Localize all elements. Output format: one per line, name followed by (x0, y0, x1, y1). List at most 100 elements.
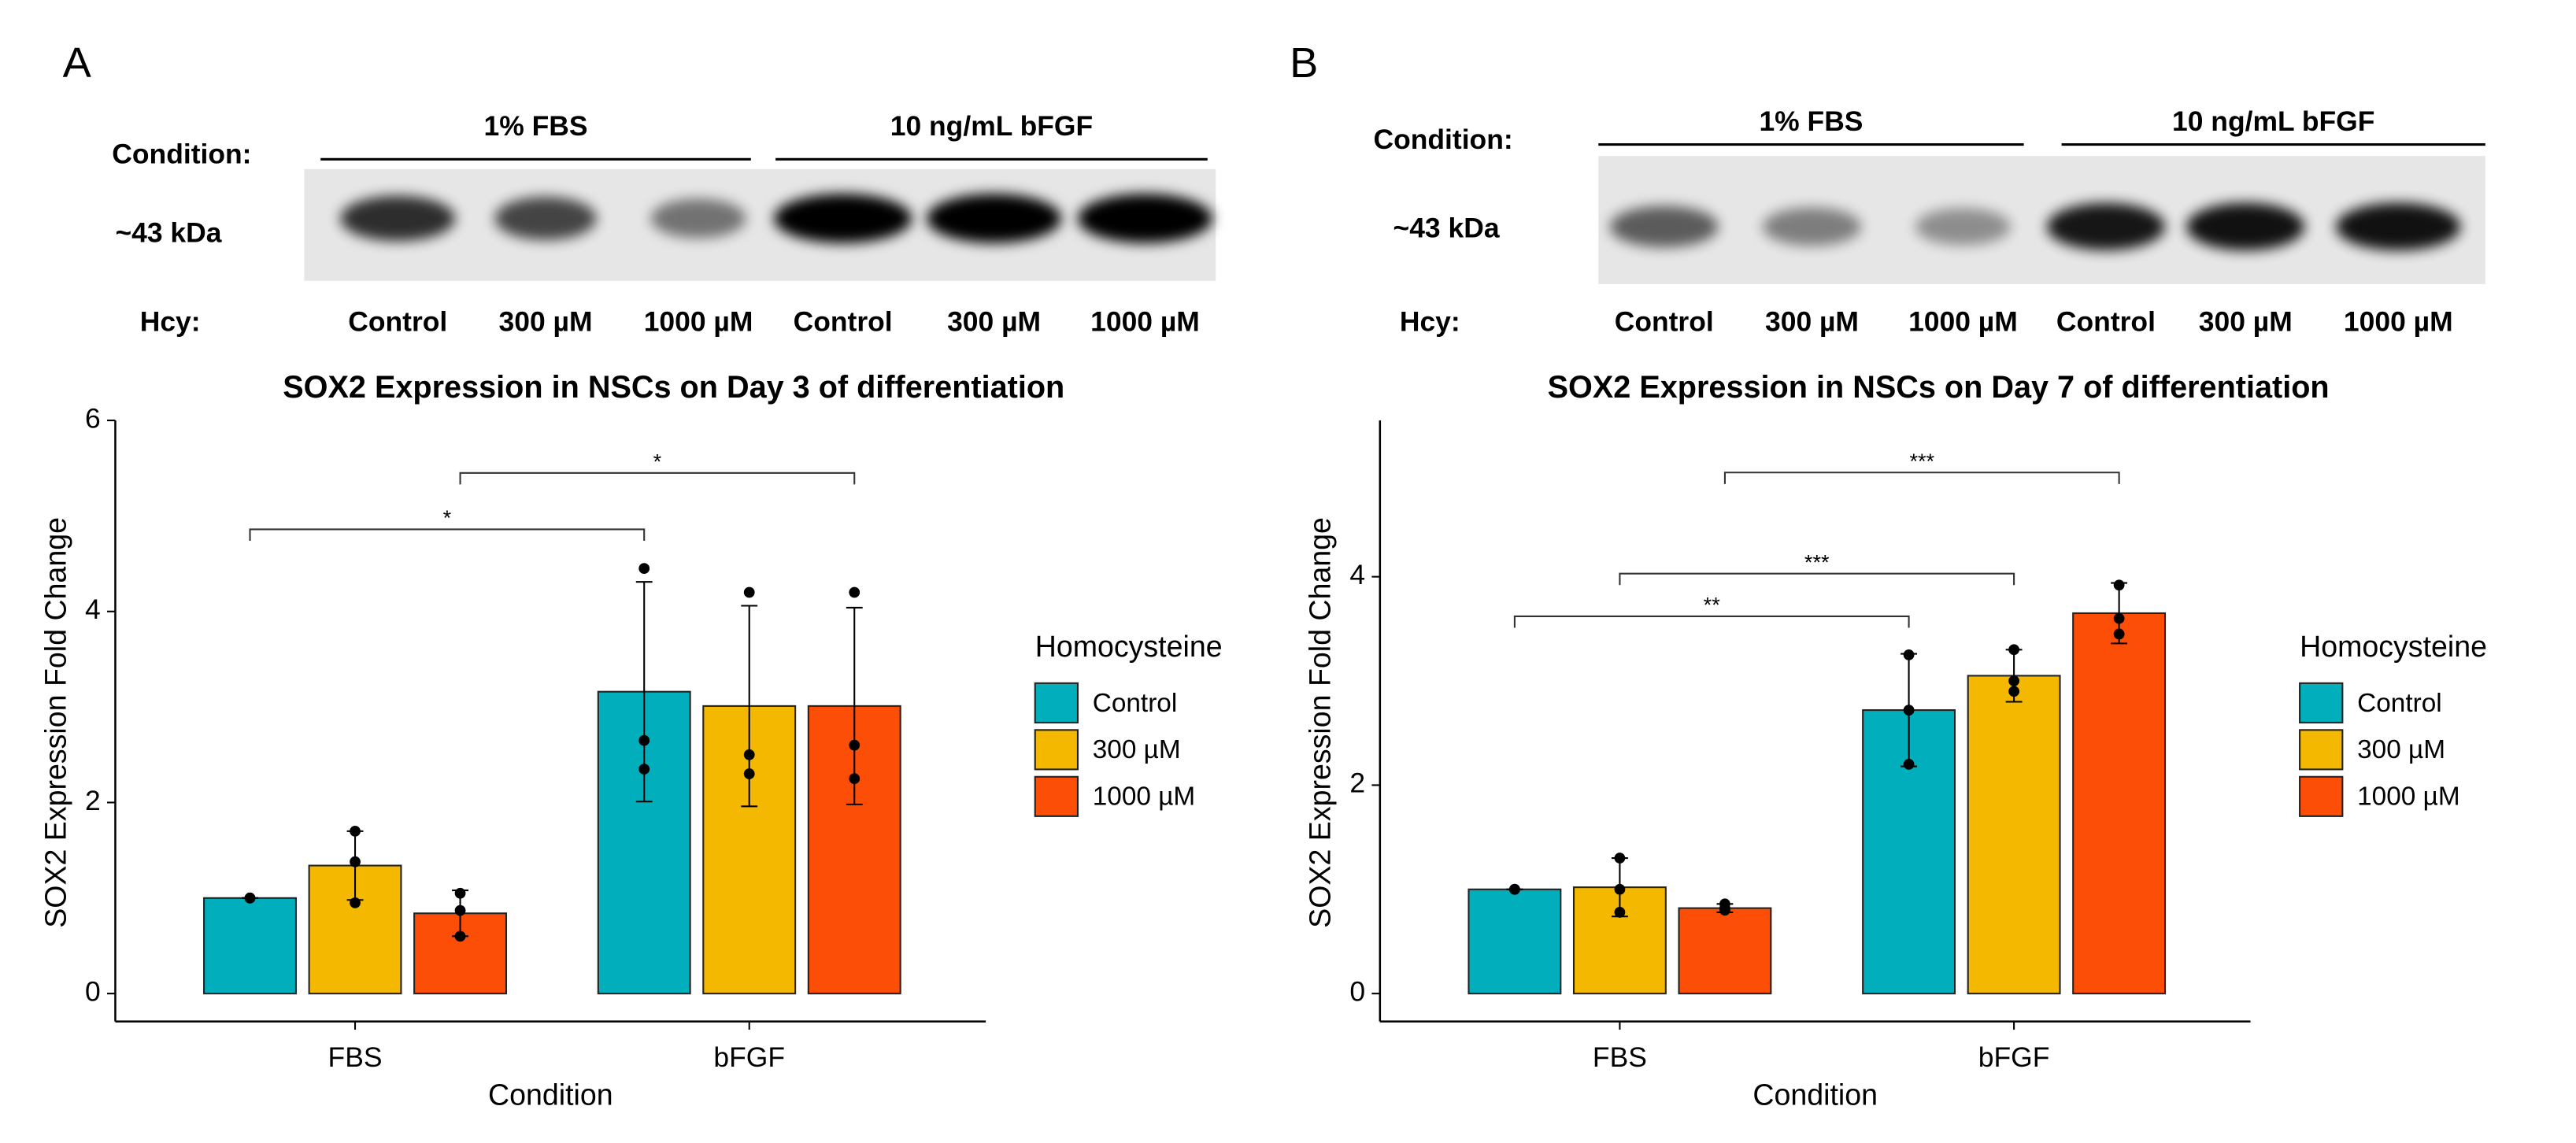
lane-label: Control (2056, 305, 2156, 337)
chart-title: SOX2 Expression in NSCs on Day 3 of diff… (283, 370, 1064, 405)
bar (203, 897, 297, 995)
data-point (2008, 644, 2019, 656)
size-label: ~43 kDa (1393, 212, 1500, 243)
y-tick-label: 0 (1349, 976, 1365, 1008)
data-point (2113, 579, 2125, 591)
size-label: ~43 kDa (115, 217, 221, 249)
panel-label: B (1290, 39, 1318, 87)
lane-axis-label: Hcy: (140, 305, 201, 337)
x-axis-label: Condition (488, 1078, 613, 1112)
legend-label: 1000 µM (1093, 782, 1196, 812)
data-point (454, 887, 466, 899)
data-point (244, 892, 256, 904)
data-point (2008, 675, 2019, 686)
lane-label: Control (794, 305, 893, 337)
lane-label: Control (1615, 305, 1714, 337)
blot-band (2046, 202, 2166, 250)
lane-axis-label: Hcy: (1400, 305, 1460, 337)
y-axis-label: SOX2 Expression Fold Change (39, 517, 72, 928)
significance-bracket (1723, 472, 2120, 484)
legend-label: 300 µM (1093, 735, 1181, 764)
blot-image (1598, 156, 2485, 284)
y-tick-label: 4 (85, 594, 101, 625)
bar (413, 912, 508, 995)
blot-band (927, 194, 1062, 243)
data-point (1509, 883, 1520, 895)
lane-label: 300 µM (499, 305, 593, 337)
significance-bracket (1513, 615, 1910, 628)
x-axis-label: Condition (1752, 1078, 1878, 1112)
bar (702, 705, 797, 995)
blot-image (304, 168, 1216, 281)
significance-bracket (459, 472, 856, 485)
significance-label: *** (1804, 549, 1830, 574)
data-point (638, 734, 650, 746)
y-axis-label: SOX2 Expression Fold Change (1304, 517, 1337, 928)
condition-label: Condition: (112, 139, 251, 170)
data-point (2113, 628, 2125, 640)
data-point (454, 930, 466, 942)
data-point (2008, 686, 2019, 697)
blot-band (2336, 202, 2461, 251)
lane-label: 1000 µM (1090, 305, 1200, 337)
legend-key (2299, 729, 2344, 771)
data-point (1614, 907, 1626, 918)
data-point (743, 749, 755, 760)
chart-title: SOX2 Expression in NSCs on Day 7 of diff… (1548, 370, 2330, 405)
blot-band (2186, 202, 2305, 251)
legend-key (1034, 775, 1079, 817)
data-point (849, 739, 861, 751)
legend-label: 300 µM (2357, 735, 2445, 764)
legend-title: Homocysteine (2300, 630, 2487, 663)
significance-label: ** (1704, 593, 1721, 617)
data-point (638, 764, 650, 775)
y-tick-label: 6 (85, 402, 101, 434)
data-point (849, 773, 861, 785)
blot-band (494, 196, 597, 241)
data-point (454, 904, 466, 916)
panel-label: A (63, 39, 92, 87)
data-point (350, 856, 361, 867)
x-tick-label: bFGF (713, 1041, 785, 1073)
lane-label: Control (348, 305, 447, 337)
lane-label: 1000 µM (2344, 305, 2453, 337)
data-point (743, 768, 755, 779)
lane-label: 1000 µM (644, 305, 753, 337)
y-tick-label: 2 (1349, 768, 1365, 799)
bar (1967, 675, 2061, 995)
legend-key (2299, 682, 2344, 723)
bar (1468, 888, 1562, 995)
significance-bracket (249, 528, 646, 542)
lane-label: 300 µM (947, 305, 1041, 337)
y-tick-label: 0 (85, 976, 101, 1008)
legend-title: Homocysteine (1035, 630, 1223, 663)
group-label: 10 ng/mL bFGF (2172, 105, 2374, 137)
legend-key (1034, 729, 1079, 771)
data-point (1614, 883, 1626, 895)
x-tick-label: FBS (328, 1041, 383, 1073)
data-point (638, 563, 650, 575)
data-point (1719, 904, 1730, 916)
blot-band (1762, 207, 1862, 246)
data-point (1903, 649, 1915, 660)
group-label: 1% FBS (1759, 105, 1863, 137)
data-point (849, 586, 861, 598)
blot-band (340, 195, 456, 242)
bar (1678, 907, 1772, 995)
lane-label: 300 µM (2199, 305, 2293, 337)
blot-band (774, 194, 912, 243)
significance-label: *** (1909, 449, 1934, 473)
blot-band (1077, 194, 1213, 243)
y-tick-label: 4 (1349, 559, 1365, 590)
legend-key (1034, 682, 1079, 723)
data-point (350, 897, 361, 908)
group-label: 1% FBS (484, 110, 588, 142)
y-tick-label: 2 (85, 785, 101, 816)
data-point (1903, 705, 1915, 716)
bar (2072, 612, 2167, 995)
data-point (1903, 759, 1915, 770)
significance-label: * (653, 449, 662, 473)
legend-label: Control (2357, 689, 2442, 718)
significance-label: * (443, 505, 452, 530)
